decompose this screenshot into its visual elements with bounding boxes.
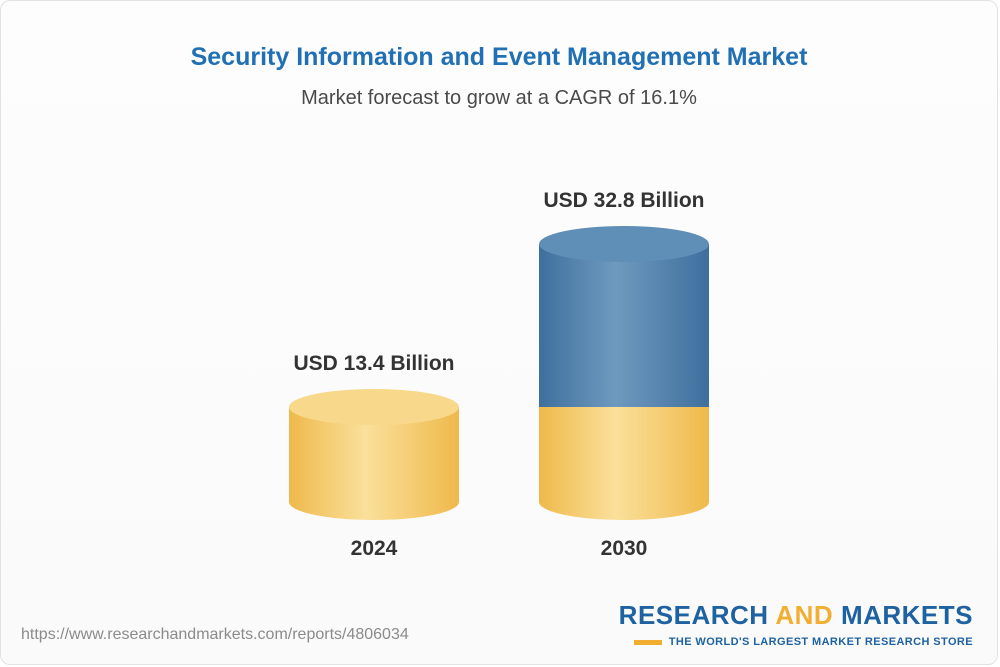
value-label-2024: USD 13.4 Billion: [293, 352, 455, 375]
bar-2030-top-cap: [539, 226, 709, 262]
bar-2024: [289, 389, 459, 520]
year-label-2024: 2024: [350, 537, 398, 560]
bar-2024-segment: [289, 389, 459, 520]
logo-tagline-row: THE WORLD'S LARGEST MARKET RESEARCH STOR…: [619, 636, 973, 648]
year-label-2030: 2030: [600, 537, 648, 560]
research-and-markets-logo: RESEARCH AND MARKETS THE WORLD'S LARGEST…: [619, 600, 973, 648]
logo-gold-dash: [633, 639, 662, 645]
bar-group-2024: USD 13.4 Billion 2024: [289, 352, 459, 561]
report-url-link[interactable]: https://www.researchandmarkets.com/repor…: [21, 626, 409, 643]
bar-2024-top-cap: [289, 389, 459, 425]
value-label-2030: USD 32.8 Billion: [543, 189, 705, 212]
page-title: Security Information and Event Managemen…: [190, 43, 808, 71]
bar-2030-base-segment: [539, 407, 709, 520]
logo-word-and: AND: [775, 600, 834, 630]
bar-2030: [539, 226, 709, 520]
bar-group-2030: USD 32.8 Billion 2030: [539, 189, 709, 561]
page-subtitle: Market forecast to grow at a CAGR of 16.…: [301, 87, 697, 109]
logo-word-research: RESEARCH: [618, 600, 769, 630]
cylinder-bar-chart: USD 13.4 Billion 2024 USD 32.8 Billion 2…: [1, 129, 997, 561]
logo-word-markets: MARKETS: [840, 600, 973, 630]
logo-tagline: THE WORLD'S LARGEST MARKET RESEARCH STOR…: [668, 636, 973, 648]
bar-2030-growth-segment: [539, 226, 709, 407]
logo-wordmark: RESEARCH AND MARKETS: [619, 600, 973, 631]
